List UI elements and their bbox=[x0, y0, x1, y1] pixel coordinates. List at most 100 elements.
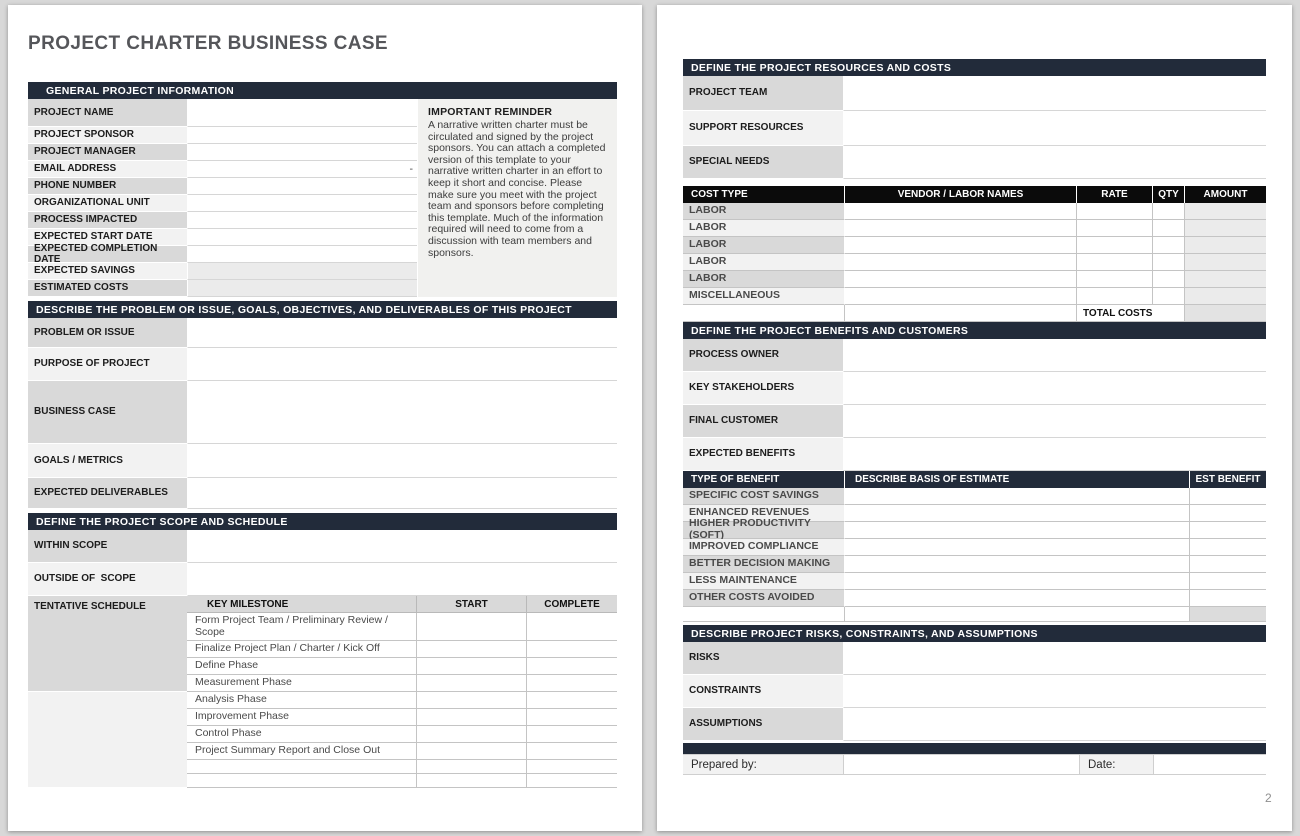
milestone-complete-input[interactable] bbox=[527, 692, 617, 709]
rate-input[interactable] bbox=[1077, 271, 1153, 288]
expected-savings-input[interactable] bbox=[187, 263, 417, 280]
project-team-input[interactable] bbox=[843, 76, 1266, 111]
expected-benefits-input[interactable] bbox=[843, 438, 1266, 471]
basis-of-estimate-input[interactable] bbox=[845, 488, 1190, 505]
basis-of-estimate-input[interactable] bbox=[845, 522, 1190, 539]
milestone-name: Finalize Project Plan / Charter / Kick O… bbox=[187, 641, 417, 658]
amount-input[interactable] bbox=[1185, 220, 1266, 237]
key-stakeholders-input[interactable] bbox=[843, 372, 1266, 405]
milestone-start-input[interactable] bbox=[417, 658, 527, 675]
est-benefit-input[interactable] bbox=[1190, 573, 1266, 590]
milestone-start-input[interactable] bbox=[417, 675, 527, 692]
qty-input[interactable] bbox=[1153, 237, 1185, 254]
date-input[interactable] bbox=[1154, 754, 1266, 775]
qty-input[interactable] bbox=[1153, 288, 1185, 305]
special-needs-input[interactable] bbox=[843, 146, 1266, 179]
vendor-input[interactable] bbox=[845, 288, 1077, 305]
milestone-complete-input[interactable] bbox=[527, 743, 617, 760]
milestone-name-input[interactable] bbox=[187, 774, 417, 788]
rate-input[interactable] bbox=[1077, 288, 1153, 305]
basis-of-estimate-input[interactable] bbox=[845, 505, 1190, 522]
est-benefit-input[interactable] bbox=[1190, 590, 1266, 607]
process-impacted-input[interactable] bbox=[187, 212, 417, 229]
est-benefit-input[interactable] bbox=[1190, 505, 1266, 522]
prepared-by-input[interactable] bbox=[844, 754, 1080, 775]
est-benefit-input[interactable] bbox=[1190, 522, 1266, 539]
milestone-complete-input[interactable] bbox=[527, 726, 617, 743]
rate-input[interactable] bbox=[1077, 237, 1153, 254]
amount-input[interactable] bbox=[1185, 271, 1266, 288]
project-manager-input[interactable] bbox=[187, 144, 417, 161]
vendor-input[interactable] bbox=[845, 220, 1077, 237]
milestone-complete-input[interactable] bbox=[527, 613, 617, 641]
date-label: Date: bbox=[1080, 754, 1154, 775]
benefit-type-label: IMPROVED COMPLIANCE bbox=[683, 539, 845, 556]
milestone-start-input[interactable] bbox=[417, 774, 527, 788]
milestone-start-input[interactable] bbox=[417, 641, 527, 658]
assumptions-input[interactable] bbox=[843, 708, 1266, 741]
vendor-input[interactable] bbox=[845, 237, 1077, 254]
final-customer-input[interactable] bbox=[843, 405, 1266, 438]
est-benefit-input[interactable] bbox=[1190, 488, 1266, 505]
risks-input[interactable] bbox=[843, 642, 1266, 675]
milestone-complete-input[interactable] bbox=[527, 709, 617, 726]
page-2: DEFINE THE PROJECT RESOURCES AND COSTS P… bbox=[657, 5, 1292, 831]
business-case-input[interactable] bbox=[187, 381, 617, 444]
constraints-input[interactable] bbox=[843, 675, 1266, 708]
milestone-complete-input[interactable] bbox=[527, 774, 617, 788]
field-label: PURPOSE OF PROJECT bbox=[28, 348, 187, 381]
benefit-type-input[interactable] bbox=[683, 607, 845, 622]
basis-of-estimate-input[interactable] bbox=[845, 607, 1190, 622]
amount-input[interactable] bbox=[1185, 288, 1266, 305]
expected-deliverables-input[interactable] bbox=[187, 478, 617, 509]
amount-input[interactable] bbox=[1185, 237, 1266, 254]
rate-input[interactable] bbox=[1077, 203, 1153, 220]
within-scope-input[interactable] bbox=[187, 530, 617, 563]
goals-metrics-input[interactable] bbox=[187, 444, 617, 478]
milestone-start-input[interactable] bbox=[417, 760, 527, 774]
vendor-input[interactable] bbox=[845, 254, 1077, 271]
vendor-input[interactable] bbox=[845, 203, 1077, 220]
basis-of-estimate-input[interactable] bbox=[845, 539, 1190, 556]
amount-input[interactable] bbox=[1185, 254, 1266, 271]
est-benefit-input[interactable] bbox=[1190, 556, 1266, 573]
project-name-input[interactable] bbox=[187, 99, 417, 127]
purpose-of-project-input[interactable] bbox=[187, 348, 617, 381]
qty-input[interactable] bbox=[1153, 203, 1185, 220]
milestone-start-input[interactable] bbox=[417, 709, 527, 726]
milestone-start-input[interactable] bbox=[417, 726, 527, 743]
milestone-complete-input[interactable] bbox=[527, 760, 617, 774]
est-benefit-input[interactable] bbox=[1190, 539, 1266, 556]
total-costs-input[interactable] bbox=[1185, 305, 1266, 322]
milestone-complete-input[interactable] bbox=[527, 675, 617, 692]
support-resources-input[interactable] bbox=[843, 111, 1266, 146]
basis-of-estimate-input[interactable] bbox=[845, 590, 1190, 607]
est-benefit-input[interactable] bbox=[1190, 607, 1266, 622]
expected-start-date-input[interactable] bbox=[187, 229, 417, 246]
milestone-complete-input[interactable] bbox=[527, 641, 617, 658]
email-address-input[interactable]: - bbox=[187, 161, 417, 178]
milestone-complete-input[interactable] bbox=[527, 658, 617, 675]
expected-completion-date-input[interactable] bbox=[187, 246, 417, 263]
cost-type-label: MISCELLANEOUS bbox=[683, 288, 845, 305]
qty-input[interactable] bbox=[1153, 271, 1185, 288]
basis-of-estimate-input[interactable] bbox=[845, 556, 1190, 573]
estimated-costs-input[interactable] bbox=[187, 280, 417, 297]
outside-of-scope-input[interactable] bbox=[187, 563, 617, 596]
amount-input[interactable] bbox=[1185, 203, 1266, 220]
rate-input[interactable] bbox=[1077, 254, 1153, 271]
basis-of-estimate-input[interactable] bbox=[845, 573, 1190, 590]
problem-or-issue-input[interactable] bbox=[187, 318, 617, 348]
milestone-name-input[interactable] bbox=[187, 760, 417, 774]
vendor-input[interactable] bbox=[845, 271, 1077, 288]
qty-input[interactable] bbox=[1153, 254, 1185, 271]
process-owner-input[interactable] bbox=[843, 339, 1266, 372]
organizational-unit-input[interactable] bbox=[187, 195, 417, 212]
qty-input[interactable] bbox=[1153, 220, 1185, 237]
milestone-start-input[interactable] bbox=[417, 743, 527, 760]
milestone-start-input[interactable] bbox=[417, 613, 527, 641]
milestone-start-input[interactable] bbox=[417, 692, 527, 709]
rate-input[interactable] bbox=[1077, 220, 1153, 237]
phone-number-input[interactable] bbox=[187, 178, 417, 195]
project-sponsor-input[interactable] bbox=[187, 127, 417, 144]
